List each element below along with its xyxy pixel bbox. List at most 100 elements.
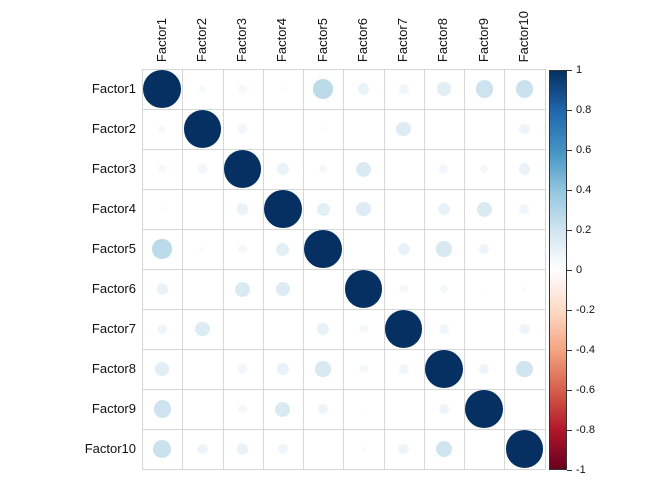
corr-circle <box>437 82 451 96</box>
corr-circle <box>519 323 530 335</box>
corr-circle <box>238 244 247 254</box>
corr-circle <box>442 127 446 131</box>
corr-circle <box>482 327 486 331</box>
gridline-horizontal <box>142 389 545 390</box>
col-label-factor5: Factor5 <box>314 17 330 62</box>
corr-circle <box>439 164 449 174</box>
gridline-vertical <box>504 69 506 469</box>
row-label-factor6: Factor6 <box>91 281 136 296</box>
corr-circle <box>276 363 289 375</box>
corr-circle <box>313 79 333 99</box>
corr-circle <box>157 324 168 334</box>
corr-circle <box>275 281 291 297</box>
gridline-horizontal <box>142 229 545 230</box>
corr-circle <box>235 281 251 297</box>
corr-circle <box>158 125 166 133</box>
corr-circle <box>238 84 247 94</box>
gridline-horizontal <box>142 469 545 470</box>
legend-tick-label: -0.2 <box>576 304 595 316</box>
corr-circle <box>223 150 262 188</box>
corr-circle <box>425 350 463 388</box>
corr-circle <box>359 324 368 334</box>
col-label-factor1: Factor1 <box>153 17 169 62</box>
corr-circle <box>264 190 302 228</box>
corr-circle <box>316 202 330 216</box>
row-label-factor3: Factor3 <box>91 161 136 176</box>
corr-circle <box>362 127 365 131</box>
corr-circle <box>238 364 248 374</box>
row-label-factor1: Factor1 <box>91 81 136 96</box>
legend-tick <box>567 470 572 471</box>
corr-circle <box>478 243 490 255</box>
corr-circle <box>157 164 167 174</box>
corr-circle <box>435 440 453 458</box>
corr-circle <box>482 447 486 451</box>
col-label-factor8: Factor8 <box>435 17 451 62</box>
corr-circle <box>276 242 290 256</box>
gridline-vertical <box>464 69 465 469</box>
corr-circle <box>479 363 490 375</box>
corr-circle <box>523 407 526 411</box>
corr-circle <box>197 164 207 174</box>
corr-circle <box>519 204 530 214</box>
corr-circle <box>401 207 406 211</box>
corr-circle <box>438 324 449 334</box>
col-label-factor7: Factor7 <box>395 17 411 62</box>
col-label-factor6: Factor6 <box>354 17 370 62</box>
corr-circle <box>197 443 208 455</box>
corr-circle <box>183 110 222 148</box>
legend-tick <box>567 310 572 311</box>
corr-circle <box>195 321 210 337</box>
col-label-factor3: Factor3 <box>234 17 250 62</box>
legend-tick <box>567 70 572 71</box>
legend-tick <box>567 150 572 151</box>
gridline-horizontal <box>142 429 545 430</box>
corr-circle <box>201 287 204 291</box>
row-label-factor10: Factor10 <box>84 441 136 456</box>
corr-circle <box>361 407 366 411</box>
corr-circle <box>315 361 331 377</box>
corr-circle <box>519 123 530 135</box>
legend-tick-label: 0.2 <box>576 224 592 236</box>
corr-circle <box>201 407 204 411</box>
corr-circle <box>505 430 544 468</box>
col-label-factor9: Factor9 <box>475 17 491 62</box>
corr-circle <box>399 284 408 294</box>
corr-circle <box>317 403 329 415</box>
gridline-horizontal <box>142 269 545 270</box>
corr-circle <box>479 164 489 174</box>
corr-circle <box>356 201 371 217</box>
corr-circle <box>357 83 370 95</box>
corr-circle <box>281 327 285 331</box>
corr-circle <box>437 203 450 215</box>
corr-circle <box>321 287 325 291</box>
corr-circle <box>396 121 411 137</box>
row-label-factor5: Factor5 <box>91 241 136 256</box>
corr-circle <box>277 444 288 454</box>
corr-circle <box>201 367 204 371</box>
corr-circle <box>515 80 534 98</box>
corr-circle <box>397 243 410 255</box>
legend-tick-label: 1 <box>576 64 583 76</box>
corr-circle <box>198 85 207 93</box>
legend-tick <box>567 430 572 431</box>
corr-circle <box>241 327 245 331</box>
legend-tick-label: 0.4 <box>576 184 592 196</box>
corr-circle <box>153 400 171 418</box>
corr-circle <box>438 403 449 415</box>
corr-circle <box>320 126 327 132</box>
corr-circle <box>476 201 492 217</box>
legend-tick <box>567 110 572 111</box>
corr-circle <box>318 164 328 174</box>
legend-tick <box>567 230 572 231</box>
legend-tick-label: 0 <box>576 264 583 276</box>
corr-circle <box>321 447 325 451</box>
corr-circle <box>482 127 486 131</box>
col-label-factor4: Factor4 <box>274 17 290 62</box>
col-label-factor10: Factor10 <box>515 10 531 62</box>
corr-circle <box>398 84 409 94</box>
legend-gradient-bar <box>549 70 567 470</box>
corr-circle <box>280 86 286 92</box>
gridline-horizontal <box>142 69 545 70</box>
